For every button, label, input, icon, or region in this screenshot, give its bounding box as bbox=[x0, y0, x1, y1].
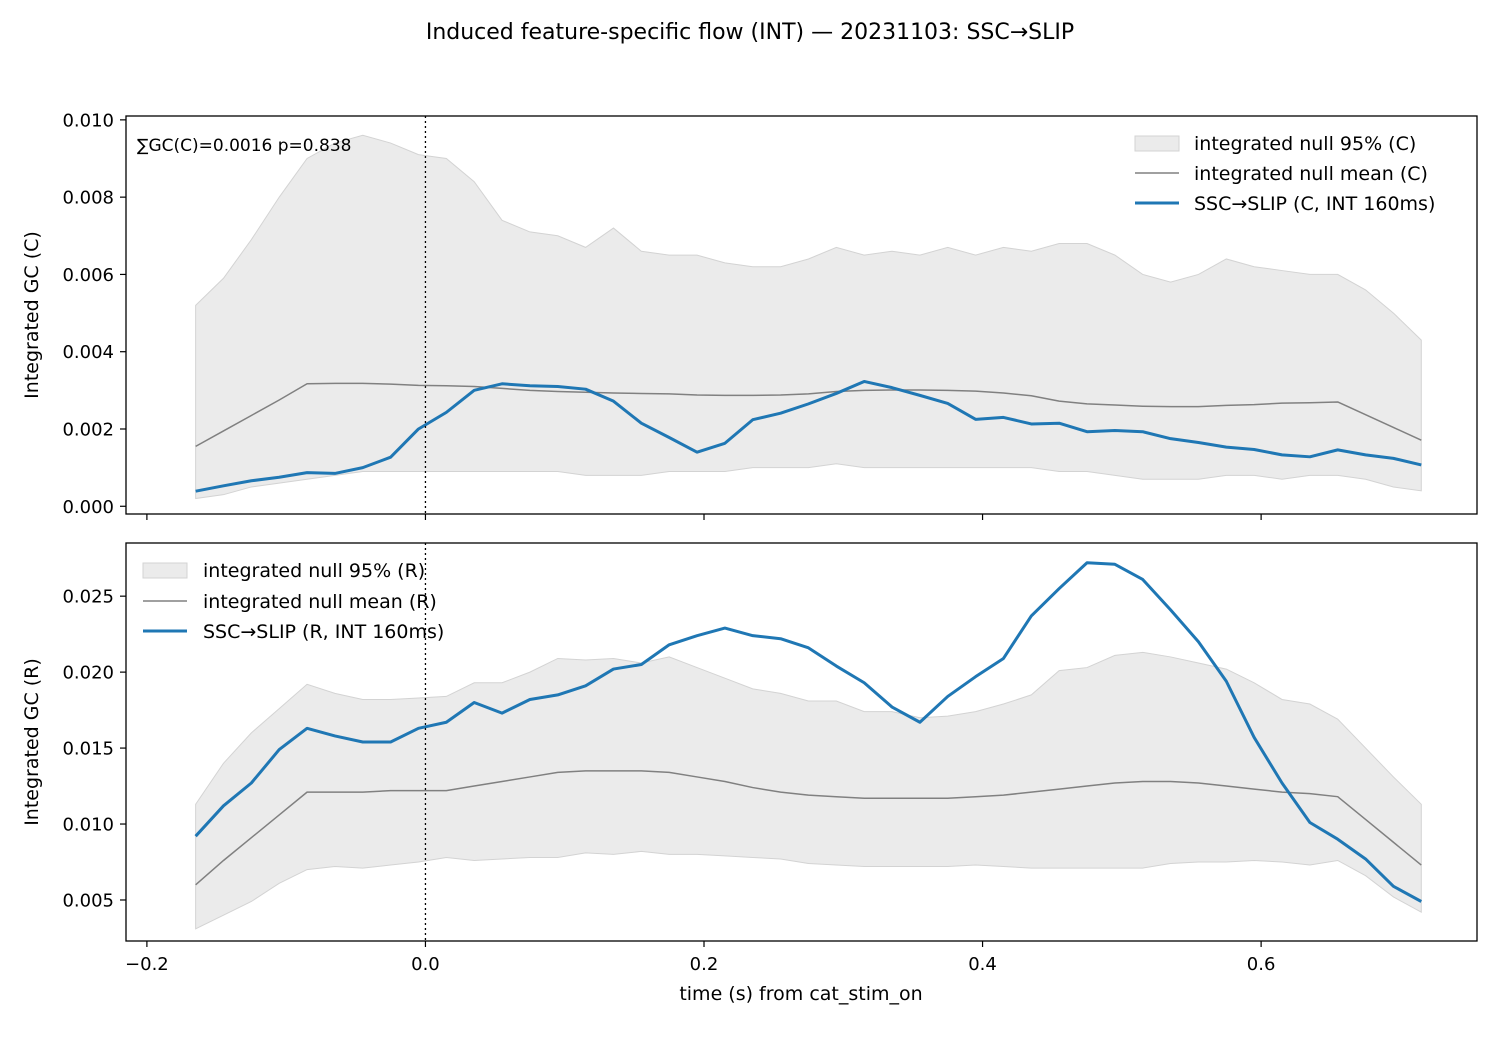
top-signal-line bbox=[195, 379, 1422, 493]
top-legend-band-swatch bbox=[1134, 135, 1180, 152]
x-tick-label: 0.4 bbox=[968, 954, 997, 975]
bottom-legend-band-label: integrated null 95% (R) bbox=[203, 560, 425, 582]
x-tick-label: 0.6 bbox=[1247, 954, 1276, 975]
bottom-legend-mean-label: integrated null mean (R) bbox=[203, 591, 437, 613]
bottom-y-tick-label: 0.025 bbox=[62, 587, 114, 608]
bottom-null-band bbox=[195, 651, 1422, 930]
bottom-signal-line bbox=[194, 561, 1423, 903]
top-y-tick-label: 0.000 bbox=[62, 497, 114, 518]
x-tick-label: −0.2 bbox=[125, 954, 169, 975]
top-annotation: ∑GC(C)=0.0016 p=0.838 bbox=[137, 136, 351, 156]
bottom-y-tick-label: 0.005 bbox=[62, 890, 114, 911]
bottom-y-tick-label: 0.020 bbox=[62, 663, 114, 684]
top-legend-mean-label: integrated null mean (C) bbox=[1194, 163, 1428, 185]
top-legend-signal-label: SSC→SLIP (C, INT 160ms) bbox=[1194, 193, 1435, 215]
top-y-tick-label: 0.002 bbox=[62, 419, 114, 440]
top-y-tick-label: 0.004 bbox=[62, 342, 114, 363]
x-axis-label: time (s) from cat_stim_on bbox=[679, 983, 922, 1005]
bottom-null-mean-line bbox=[195, 770, 1422, 886]
bottom-y-axis-label: Integrated GC (R) bbox=[21, 658, 43, 826]
top-y-tick-label: 0.006 bbox=[62, 265, 114, 286]
bottom-y-tick-label: 0.010 bbox=[62, 815, 114, 836]
figure-title: Induced feature-specific flow (INT) — 20… bbox=[426, 20, 1074, 45]
top-panel: 0.000 0.002 0.004 0.006 0.008 0.010 ∑GC(C)=0.… bbox=[21, 110, 1478, 520]
bottom-legend-signal-label: SSC→SLIP (R, INT 160ms) bbox=[203, 621, 444, 643]
top-null-band bbox=[195, 134, 1422, 500]
top-y-tick-label: 0.008 bbox=[62, 188, 114, 209]
bottom-plot-frame bbox=[125, 542, 1478, 942]
bottom-legend: integrated null 95% (R) integrated null … bbox=[142, 560, 444, 643]
x-tick-label: 0.0 bbox=[411, 954, 440, 975]
bottom-panel: 0.005 0.010 0.015 0.020 0.025 −0.2 0.0 0.2 0.4 0… bbox=[21, 542, 1478, 975]
top-y-axis-label: Integrated GC (C) bbox=[21, 231, 43, 399]
top-legend-band-label: integrated null 95% (C) bbox=[1194, 133, 1416, 155]
x-tick-label: 0.2 bbox=[690, 954, 719, 975]
bottom-y-tick-label: 0.015 bbox=[62, 739, 114, 760]
top-null-mean-line bbox=[195, 382, 1422, 448]
bottom-legend-band-swatch bbox=[142, 562, 188, 579]
top-plot-frame bbox=[125, 115, 1478, 515]
top-legend: integrated null 95% (C) integrated null … bbox=[1134, 133, 1435, 215]
top-y-tick-label: 0.010 bbox=[62, 110, 114, 131]
